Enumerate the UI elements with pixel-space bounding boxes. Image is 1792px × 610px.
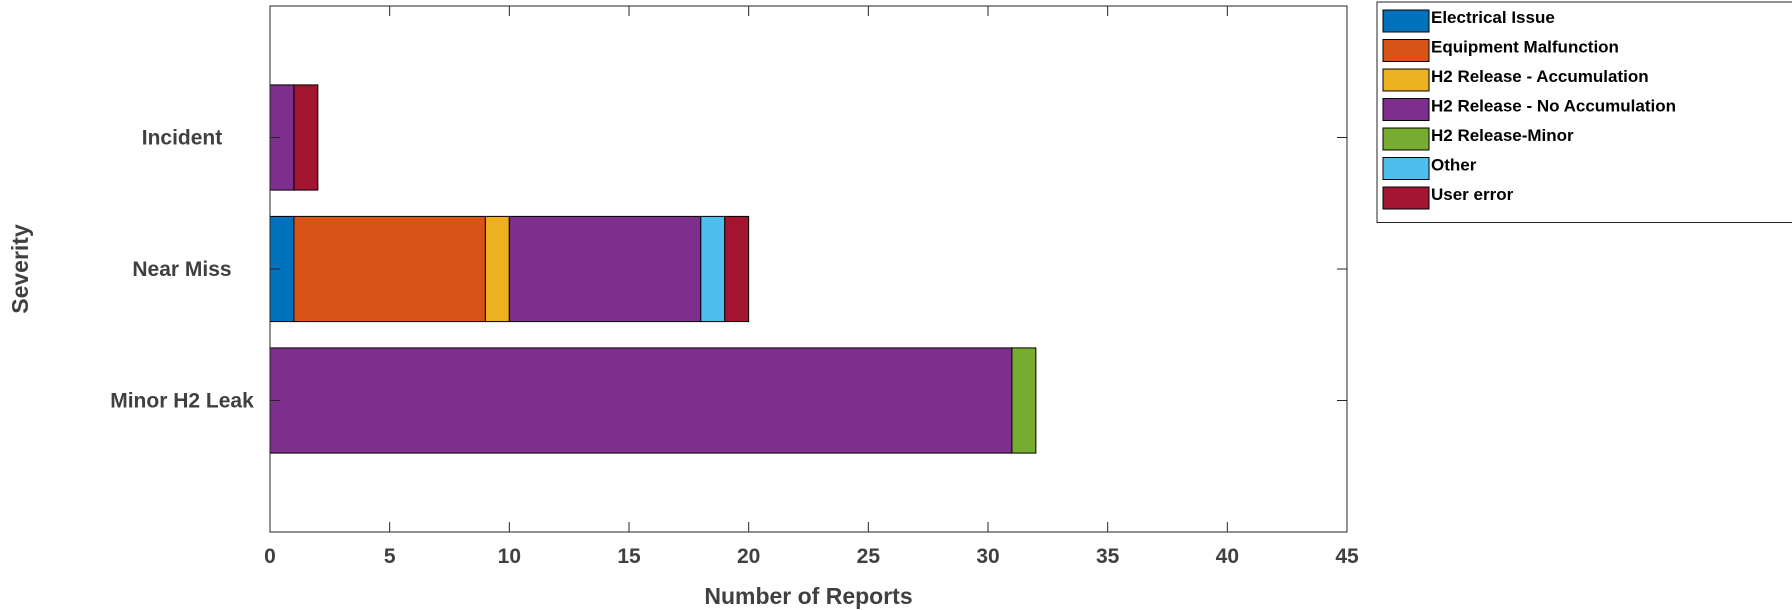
x-tick-label: 45	[1335, 545, 1359, 568]
x-tick-label: 10	[498, 545, 521, 568]
bar-minor-h2-leak-h2-release-minor	[1011, 347, 1037, 454]
bar-minor-h2-leak-h2-release-no-accumulation	[269, 347, 1013, 454]
legend-swatch-electrical-issue	[1382, 9, 1430, 33]
bar-incident-user-error	[293, 84, 319, 191]
category-label-near-miss: Near Miss	[132, 258, 231, 281]
x-tick-label: 0	[264, 545, 276, 568]
category-label-minor-h2-leak: Minor H2 Leak	[110, 390, 254, 413]
legend: Electrical Issue Equipment Malfunction H2 …	[1376, 1, 1792, 223]
legend-label-h2-release-minor: H2 Release-Minor	[1431, 126, 1574, 145]
bar-near-miss-other	[700, 215, 726, 323]
legend-label-equipment-malfunction: Equipment Malfunction	[1431, 38, 1619, 57]
legend-box	[1376, 1, 1792, 223]
legend-swatch-equipment-malfunction	[1382, 39, 1430, 62]
y-axis-title: Severity	[7, 224, 33, 314]
category-labels-layer: Minor H2 Leak Near Miss Incident	[110, 127, 1347, 413]
legend-swatch-other	[1382, 157, 1430, 180]
legend-label-h2-release-no-accumulation: H2 Release - No Accumulation	[1431, 97, 1676, 116]
legend-swatch-h2-release-minor	[1382, 127, 1430, 151]
bars-layer	[269, 84, 1037, 454]
legend-label-other: Other	[1431, 156, 1477, 175]
legend-swatch-h2-release-no-accumulation	[1382, 98, 1430, 121]
x-tick-label: 35	[1096, 545, 1120, 568]
x-axis-title: Number of Reports	[704, 583, 912, 609]
legend-swatch-user-error	[1382, 186, 1430, 210]
legend-label-h2-release-accumulation: H2 Release - Accumulation	[1431, 67, 1649, 86]
x-ticks-layer: 0 5 10 15 20 25 30 35 40 45	[264, 6, 1359, 568]
legend-swatch-h2-release-accumulation	[1382, 68, 1430, 92]
legend-label-electrical-issue: Electrical Issue	[1431, 8, 1555, 27]
x-tick-label: 5	[384, 545, 396, 568]
category-label-incident: Incident	[142, 127, 223, 150]
x-tick-label: 40	[1216, 545, 1239, 568]
bar-near-miss-h2-release-accumulation	[484, 215, 510, 323]
bar-near-miss-h2-release-no-accumulation	[508, 215, 702, 323]
x-tick-label: 30	[976, 545, 999, 568]
x-tick-label: 25	[857, 545, 881, 568]
x-tick-label: 15	[617, 545, 641, 568]
legend-label-user-error: User error	[1431, 185, 1514, 204]
bar-near-miss-user-error	[724, 215, 750, 323]
bar-near-miss-equipment-malfunction	[293, 215, 486, 323]
x-tick-label: 20	[737, 545, 760, 568]
